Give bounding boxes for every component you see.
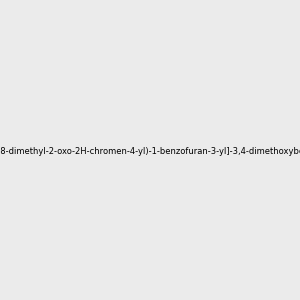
Text: N-[2-(6,8-dimethyl-2-oxo-2H-chromen-4-yl)-1-benzofuran-3-yl]-3,4-dimethoxybenzam: N-[2-(6,8-dimethyl-2-oxo-2H-chromen-4-yl… (0, 147, 300, 156)
